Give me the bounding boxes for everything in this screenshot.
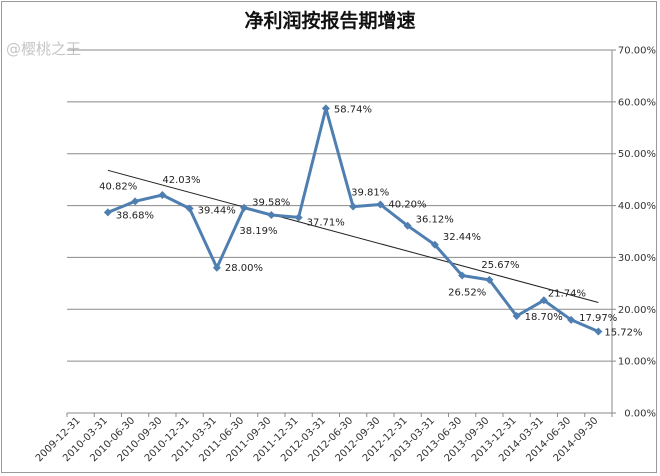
data-label: 42.03%: [162, 175, 200, 186]
y-tick-label: 50.00%: [618, 149, 656, 160]
data-label: 32.44%: [443, 232, 481, 243]
data-label: 25.67%: [481, 260, 519, 271]
data-point: [403, 221, 412, 230]
y-tick-label: 0.00%: [624, 409, 656, 420]
chart-title: 净利润按报告期增速: [244, 10, 416, 32]
data-label: 38.68%: [116, 210, 154, 221]
data-point: [267, 210, 276, 219]
trendline-group: [107, 169, 599, 304]
data-point: [485, 275, 494, 284]
data-point: [567, 315, 576, 324]
data-point: [539, 296, 548, 305]
data-label: 36.12%: [416, 215, 454, 226]
data-point: [158, 191, 167, 200]
data-point: [185, 204, 194, 213]
y-tick-label: 10.00%: [618, 357, 656, 368]
axes: [66, 49, 616, 417]
data-point: [240, 203, 249, 212]
data-point: [294, 213, 303, 222]
data-point: [131, 197, 140, 206]
data-point: [512, 312, 521, 321]
data-point: [103, 208, 112, 217]
y-tick-label: 40.00%: [618, 201, 656, 212]
data-point: [349, 202, 358, 211]
data-labels: 38.68% 40.82% 42.03% 39.44% 28.00% 39.58% 38.1…: [99, 104, 642, 338]
data-label: 21.74%: [548, 288, 586, 299]
data-point: [212, 263, 221, 272]
data-label: 18.70%: [525, 312, 563, 323]
x-tick-labels: 2009-12-312010-03-312010-06-302010-09-30…: [34, 415, 601, 464]
y-tick-label: 30.00%: [618, 253, 656, 264]
watermark: @樱桃之王: [6, 40, 82, 58]
gridlines: [67, 49, 612, 362]
data-point: [594, 327, 603, 336]
data-point: [376, 200, 385, 209]
data-label: 39.44%: [198, 205, 236, 216]
data-point: [430, 240, 439, 249]
trendline: [107, 169, 599, 304]
y-tick-label: 70.00%: [618, 46, 656, 57]
series-group: [103, 104, 603, 336]
data-label: 58.74%: [334, 104, 372, 115]
data-label: 39.58%: [252, 198, 290, 209]
y-tick-label: 20.00%: [618, 305, 656, 316]
y-tick-label: 60.00%: [618, 97, 656, 108]
data-label: 37.71%: [307, 217, 345, 228]
data-label: 26.52%: [448, 287, 486, 298]
y-tick-labels: 0.00% 10.00% 20.00% 30.00% 40.00% 50.00% 60.00…: [618, 46, 656, 420]
data-label: 28.00%: [225, 263, 263, 274]
data-label: 17.97%: [579, 313, 617, 324]
data-label: 38.19%: [239, 226, 277, 237]
series-line: [107, 106, 599, 333]
data-point: [458, 271, 467, 280]
data-label: 39.81%: [351, 188, 389, 199]
data-label: 15.72%: [604, 327, 642, 338]
data-point: [321, 104, 330, 113]
data-label: 40.20%: [388, 200, 426, 211]
data-label: 40.82%: [99, 181, 137, 192]
